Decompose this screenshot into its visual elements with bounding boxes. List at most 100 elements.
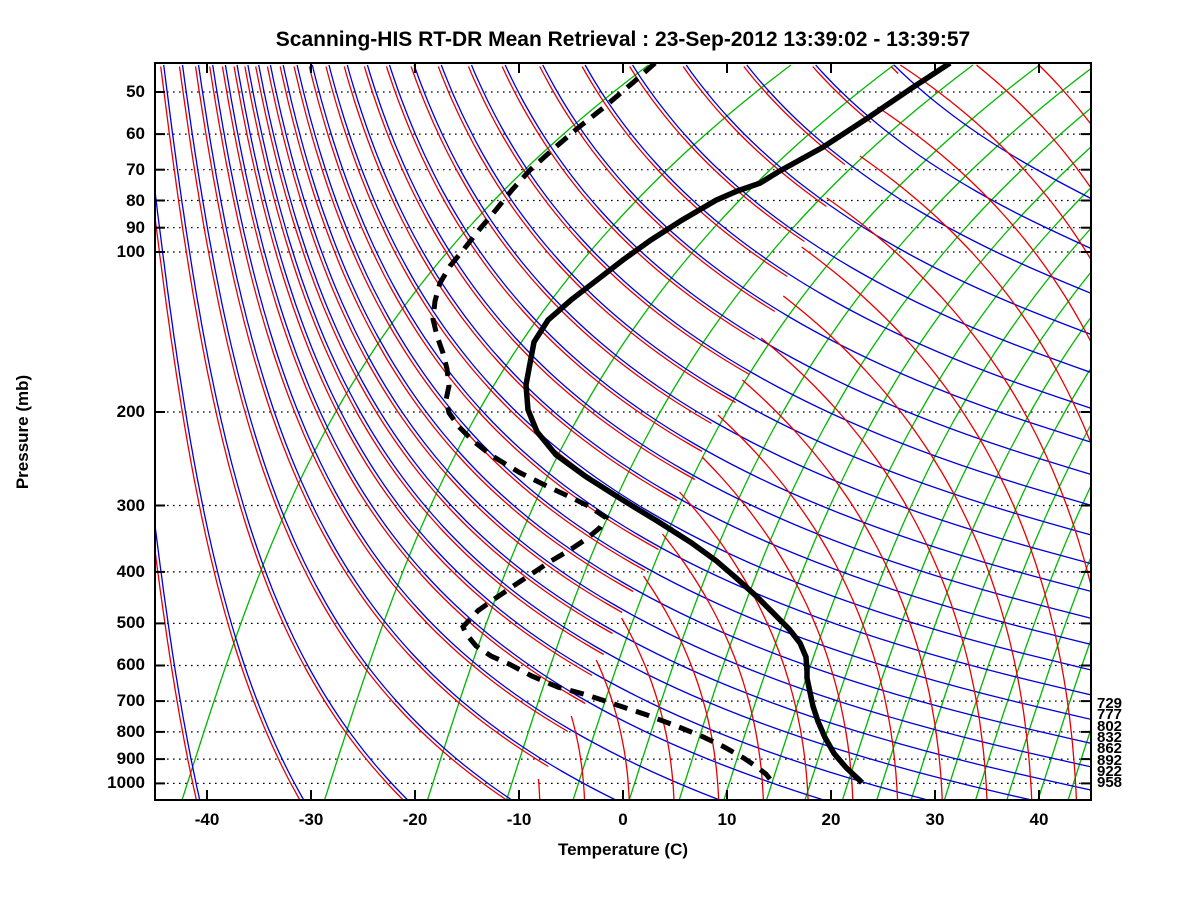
y-tick-label: 300 [116, 495, 145, 515]
y-tick-label: 90 [126, 217, 145, 237]
green-isopleth [505, 64, 974, 800]
blue-isopleth [212, 64, 720, 800]
green-isopleth [876, 316, 1091, 800]
red-isopleth [801, 246, 1078, 800]
blue-isopleth [746, 64, 1091, 295]
red-isopleth [679, 491, 809, 800]
red-isopleth-paired [244, 66, 605, 656]
x-tick-label: 40 [1029, 810, 1049, 829]
dewpoint-profile-curve [430, 63, 772, 781]
blue-isopleth [815, 64, 1091, 250]
red-isopleth-paired [266, 66, 623, 614]
red-isopleth [859, 155, 1091, 446]
blue-isopleth [197, 64, 616, 800]
blue-isopleth [893, 64, 1091, 200]
y-tick-label: 80 [126, 190, 145, 210]
red-isopleth-paired [437, 66, 736, 404]
x-tick-label: -20 [402, 810, 428, 829]
y-tick-label: 700 [116, 691, 145, 711]
red-isopleth-paired [155, 212, 301, 800]
right-edge-pressure-label: 892 [1097, 751, 1123, 769]
blue-isopleth [224, 64, 824, 800]
red-isopleth-paired [160, 66, 405, 800]
x-tick-label: -10 [506, 810, 532, 829]
x-tick-label: -40 [194, 810, 220, 829]
chart-title: Scanning-HIS RT-DR Mean Retrieval : 23-S… [275, 28, 971, 51]
y-tick-label: 600 [116, 655, 145, 675]
red-isopleth-paired [467, 66, 750, 376]
y-axis-label: Pressure (mb) [13, 374, 32, 490]
red-isopleth-paired [194, 66, 549, 768]
red-isopleth [570, 715, 586, 800]
green-isopleth [804, 227, 1091, 800]
red-isopleth [717, 414, 899, 800]
x-axis-label: Temperature (C) [557, 840, 689, 859]
red-isopleth-paired [155, 545, 198, 800]
red-isopleth [741, 379, 943, 800]
red-isopleth [877, 106, 1091, 344]
red-isopleth-paired [410, 66, 712, 425]
green-isopleth [572, 64, 1040, 800]
red-isopleth-paired [279, 66, 634, 593]
right-edge-pressure-label: 802 [1097, 717, 1123, 735]
blue-isopleth [413, 64, 1091, 565]
blue-isopleth [470, 64, 1091, 506]
green-isopleth [1006, 555, 1091, 800]
red-isopleth [595, 659, 630, 800]
red-isopleth-paired [629, 66, 805, 243]
blue-isopleth [366, 64, 1091, 619]
blue-isopleth [632, 64, 1091, 374]
blue-isopleth [247, 64, 1032, 800]
x-tick-label: 0 [618, 810, 628, 829]
green-isopleth [1037, 637, 1091, 800]
x-tick-label: 10 [717, 810, 737, 829]
red-isopleth-paired [581, 66, 788, 278]
green-isopleth [628, 67, 1091, 800]
red-isopleth [621, 617, 675, 800]
blue-isopleth [269, 64, 1091, 768]
green-isopleth [1098, 65, 1200, 800]
x-tick-label: 20 [821, 810, 841, 829]
green-isopleth [678, 107, 1091, 800]
red-isopleth-paired [221, 66, 586, 705]
blue-isopleth [296, 64, 1091, 721]
y-tick-label: 400 [116, 561, 145, 581]
red-isopleth [760, 337, 988, 800]
blue-isopleth [282, 64, 1091, 745]
green-isopleth [974, 484, 1091, 800]
green-isopleth [910, 366, 1091, 800]
red-isopleth-paired [890, 66, 899, 74]
right-edge-pressure-label: 777 [1097, 706, 1123, 724]
blue-isopleth [584, 64, 1091, 409]
red-isopleth-paired [178, 66, 508, 800]
green-isopleth [943, 423, 1091, 800]
red-isopleth [642, 575, 720, 800]
y-tick-label: 100 [116, 242, 145, 261]
blue-isopleth [236, 64, 928, 800]
red-isopleth-paired [812, 66, 872, 123]
y-tick-label: 60 [126, 124, 145, 144]
green-isopleth [723, 146, 1091, 800]
blue-isopleth [155, 185, 305, 800]
temperature-profile-curve [523, 63, 952, 785]
red-isopleth [661, 533, 765, 800]
x-tick-label: 30 [925, 810, 945, 829]
red-isopleth-paired [209, 66, 569, 733]
blue-isopleth [388, 64, 1091, 593]
red-isopleth [1089, 64, 1091, 68]
blue-isopleth [685, 64, 1091, 336]
blue-isopleth [542, 64, 1091, 443]
red-isopleth-paired [363, 66, 696, 481]
red-isopleth [1180, 65, 1200, 800]
right-edge-pressure-label: 922 [1097, 762, 1123, 780]
red-isopleth-paired [255, 66, 613, 635]
red-isopleth [1135, 65, 1200, 800]
red-isopleth [782, 295, 1033, 800]
red-isopleth [976, 64, 1091, 190]
red-isopleth-paired [501, 66, 755, 341]
red-isopleth-paired [293, 66, 646, 572]
y-tick-label: 900 [116, 749, 145, 769]
green-isopleth [765, 186, 1091, 800]
